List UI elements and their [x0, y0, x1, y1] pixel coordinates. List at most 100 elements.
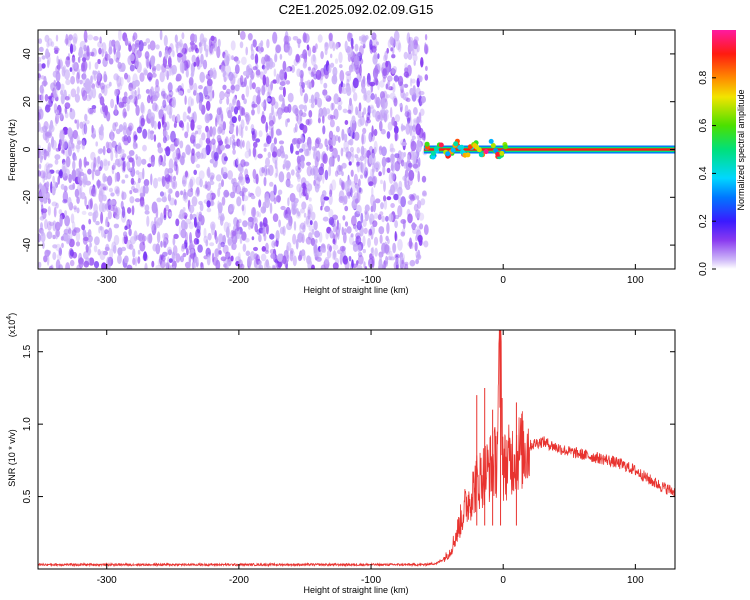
spectrogram-noise-blob — [53, 181, 57, 192]
spectrogram-noise-blob — [66, 56, 70, 61]
spectrogram-noise-blob — [222, 72, 226, 78]
spectrogram-noise-blob — [171, 179, 178, 190]
spectrogram-noise-blob — [159, 30, 163, 41]
spectrogram-noise-blob — [296, 137, 302, 145]
spectrogram-noise-blob — [411, 223, 417, 228]
spectrogram-noise-blob — [366, 72, 371, 85]
spectrogram-noise-blob — [210, 35, 215, 41]
spectrogram-noise-blob — [236, 219, 240, 232]
spectrogram-noise-blob — [369, 104, 374, 110]
x-tick-label: -200 — [229, 575, 249, 586]
spectrogram-noise-blob — [143, 235, 147, 242]
spectrogram-noise-blob — [265, 157, 270, 168]
spectrogram-noise-blob — [47, 206, 51, 216]
spectrogram-noise-blob — [227, 170, 234, 180]
spectrogram-noise-blob — [135, 181, 140, 194]
spectrogram-noise-blob — [190, 119, 195, 131]
spectrogram-noise-blob — [44, 219, 48, 230]
spectrogram-noise-blob — [162, 136, 167, 144]
spectrogram-noise-blob — [187, 96, 193, 108]
spectrogram-noise-blob — [167, 49, 172, 59]
spectrogram-noise-blob — [335, 232, 339, 238]
spectrogram-noise-blob — [330, 102, 334, 111]
spectrogram-noise-blob — [134, 256, 138, 267]
spectrogram-noise-blob — [386, 47, 390, 54]
spectrogram-noise-blob — [354, 198, 359, 204]
spectrogram-noise-blob — [174, 34, 178, 43]
spectrogram-noise-blob — [92, 186, 96, 195]
spectrogram-noise-blob — [219, 216, 224, 226]
spectrogram-noise-blob — [95, 141, 98, 147]
spectrogram-noise-blob — [174, 199, 177, 206]
spectrogram-noise-blob — [251, 103, 258, 108]
spectrogram-noise-blob — [422, 192, 427, 197]
spectrogram-noise-blob — [237, 181, 241, 188]
spectrogram-noise-blob — [97, 179, 101, 189]
spectrogram-noise-blob — [370, 194, 376, 207]
spectrogram-noise-blob — [121, 190, 124, 201]
spectrogram-noise-blob — [282, 255, 287, 265]
spectrogram-noise-blob — [199, 152, 204, 159]
spectrogram-noise-blob — [151, 67, 156, 74]
spectrogram-noise-blob — [391, 54, 396, 59]
spectrogram-noise-blob — [93, 261, 100, 269]
spectrogram-noise-blob — [46, 254, 50, 266]
spectrogram-noise-blob — [260, 253, 267, 262]
spectrogram-noise-blob — [45, 191, 50, 200]
signal-blob — [478, 152, 484, 158]
spectrogram-noise-blob — [157, 146, 163, 154]
spectrogram-noise-blob — [169, 172, 173, 184]
signal-blob — [433, 146, 439, 152]
spectrogram-noise-blob — [231, 55, 234, 61]
spectrogram-noise-blob — [45, 181, 50, 189]
spectrogram-noise-blob — [424, 43, 429, 55]
spectrogram-noise-blob — [247, 216, 254, 223]
spectrogram-noise-blob — [46, 171, 52, 180]
spectrogram-noise-blob — [99, 160, 104, 170]
spectrogram-noise-blob — [122, 96, 128, 104]
spectrogram-noise-blob — [47, 220, 52, 231]
spectrogram-noise-blob — [81, 90, 88, 101]
spectrogram-noise-blob — [273, 137, 277, 145]
spectrogram-noise-blob — [54, 49, 59, 55]
spectrogram-noise-blob — [272, 79, 278, 84]
spectrogram-noise-blob — [353, 131, 360, 141]
spectrogram-noise-blob — [135, 154, 138, 160]
spectrogram-noise-blob — [367, 105, 371, 116]
spectrogram-noise-blob — [226, 96, 230, 105]
spectrogram-noise-blob — [398, 180, 403, 190]
spectrogram-noise-blob — [387, 75, 393, 82]
spectrogram-noise-blob — [259, 167, 265, 177]
spectrogram-noise-blob — [232, 149, 236, 155]
spectrogram-noise-blob — [137, 177, 141, 184]
spectrogram-noise-blob — [384, 157, 388, 165]
spectrogram-noise-blob — [289, 250, 295, 257]
spectrogram-noise-blob — [391, 68, 397, 74]
spectrogram-noise-blob — [114, 121, 119, 127]
spectrogram-noise-blob — [157, 121, 161, 130]
spectrogram-noise-blob — [389, 153, 396, 165]
spectrogram-noise-blob — [405, 97, 411, 103]
spectrogram-noise-blob — [38, 94, 41, 101]
spectrogram-noise-blob — [115, 158, 120, 166]
spectrogram-noise-blob — [263, 143, 267, 148]
spectrogram-noise-blob — [269, 112, 272, 122]
spectrogram-noise-blob — [326, 249, 332, 259]
spectrogram-noise-blob — [404, 83, 409, 88]
spectrogram-noise-blob — [303, 212, 307, 218]
spectrogram-noise-blob — [368, 154, 373, 165]
spectrogram-noise-blob — [186, 115, 190, 120]
spectrogram-noise-blob — [211, 223, 215, 236]
spectrogram-noise-blob — [413, 118, 418, 123]
spectrogram-noise-blob — [385, 60, 389, 68]
spectrogram-noise-blob — [227, 109, 233, 119]
spectrogram-noise-blob — [386, 222, 390, 235]
spectrogram-noise-blob — [195, 211, 200, 224]
spectrogram-noise-blob — [332, 66, 338, 77]
spectrogram-noise-blob — [283, 71, 288, 81]
spectrogram-noise-blob — [263, 233, 267, 242]
spectrogram-noise-blob — [302, 124, 308, 134]
spectrogram-noise-blob — [52, 251, 57, 261]
spectrogram-noise-blob — [38, 121, 41, 133]
